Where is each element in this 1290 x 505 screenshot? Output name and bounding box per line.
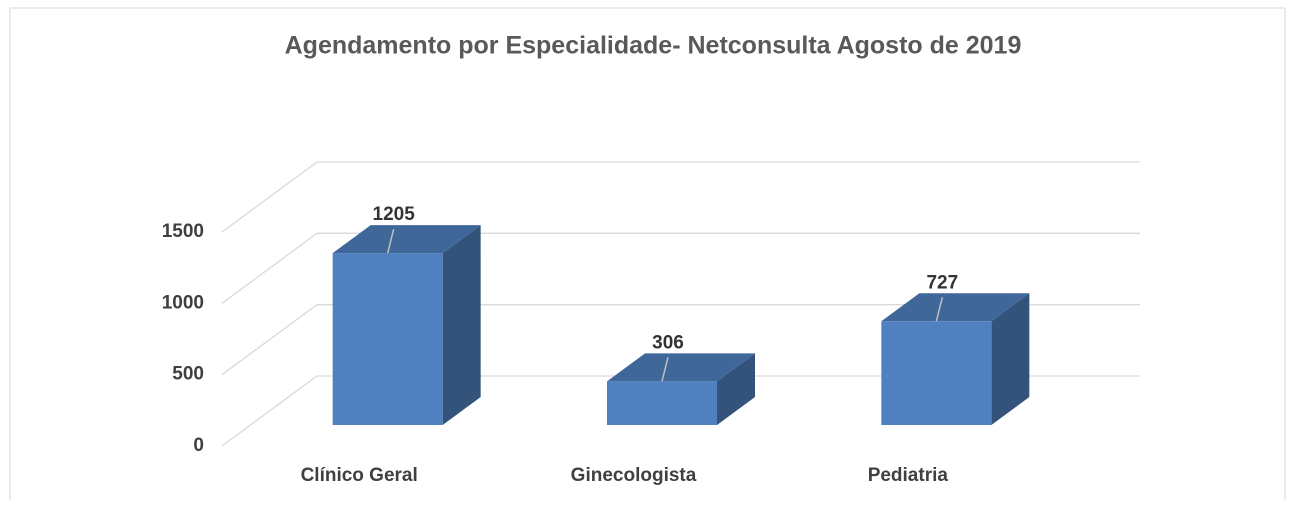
bar-side: [717, 353, 755, 425]
value-label: 1205: [373, 204, 416, 225]
x-tick-label: Pediatria: [868, 465, 949, 486]
y-tick-label: 500: [172, 364, 204, 385]
leader-line: [661, 357, 669, 382]
bar-top: [332, 225, 481, 254]
bar: [332, 253, 443, 425]
y-tick-label: 0: [193, 435, 204, 456]
grid-line: [221, 304, 318, 376]
value-label: 306: [652, 332, 684, 353]
y-tick-label: 1500: [162, 221, 204, 242]
x-tick-label: Ginecologista: [571, 465, 697, 486]
grid-line: [221, 232, 318, 304]
bar-top: [881, 293, 1030, 322]
chart-border: [9, 7, 1286, 505]
value-label: 727: [926, 272, 958, 293]
bar: [881, 321, 992, 425]
bar-side: [991, 293, 1030, 425]
y-tick-label: 1000: [162, 292, 204, 313]
chart-title: Agendamento por Especialidade- Netconsul…: [285, 32, 1022, 60]
bar-top: [607, 353, 755, 382]
leader-line: [935, 297, 944, 322]
x-tick-label: Clínico Geral: [301, 465, 418, 486]
bar-side: [442, 225, 481, 425]
grid-line: [221, 161, 318, 233]
grid-line: [221, 375, 318, 447]
leader-line: [386, 228, 395, 254]
bar: [607, 381, 717, 425]
